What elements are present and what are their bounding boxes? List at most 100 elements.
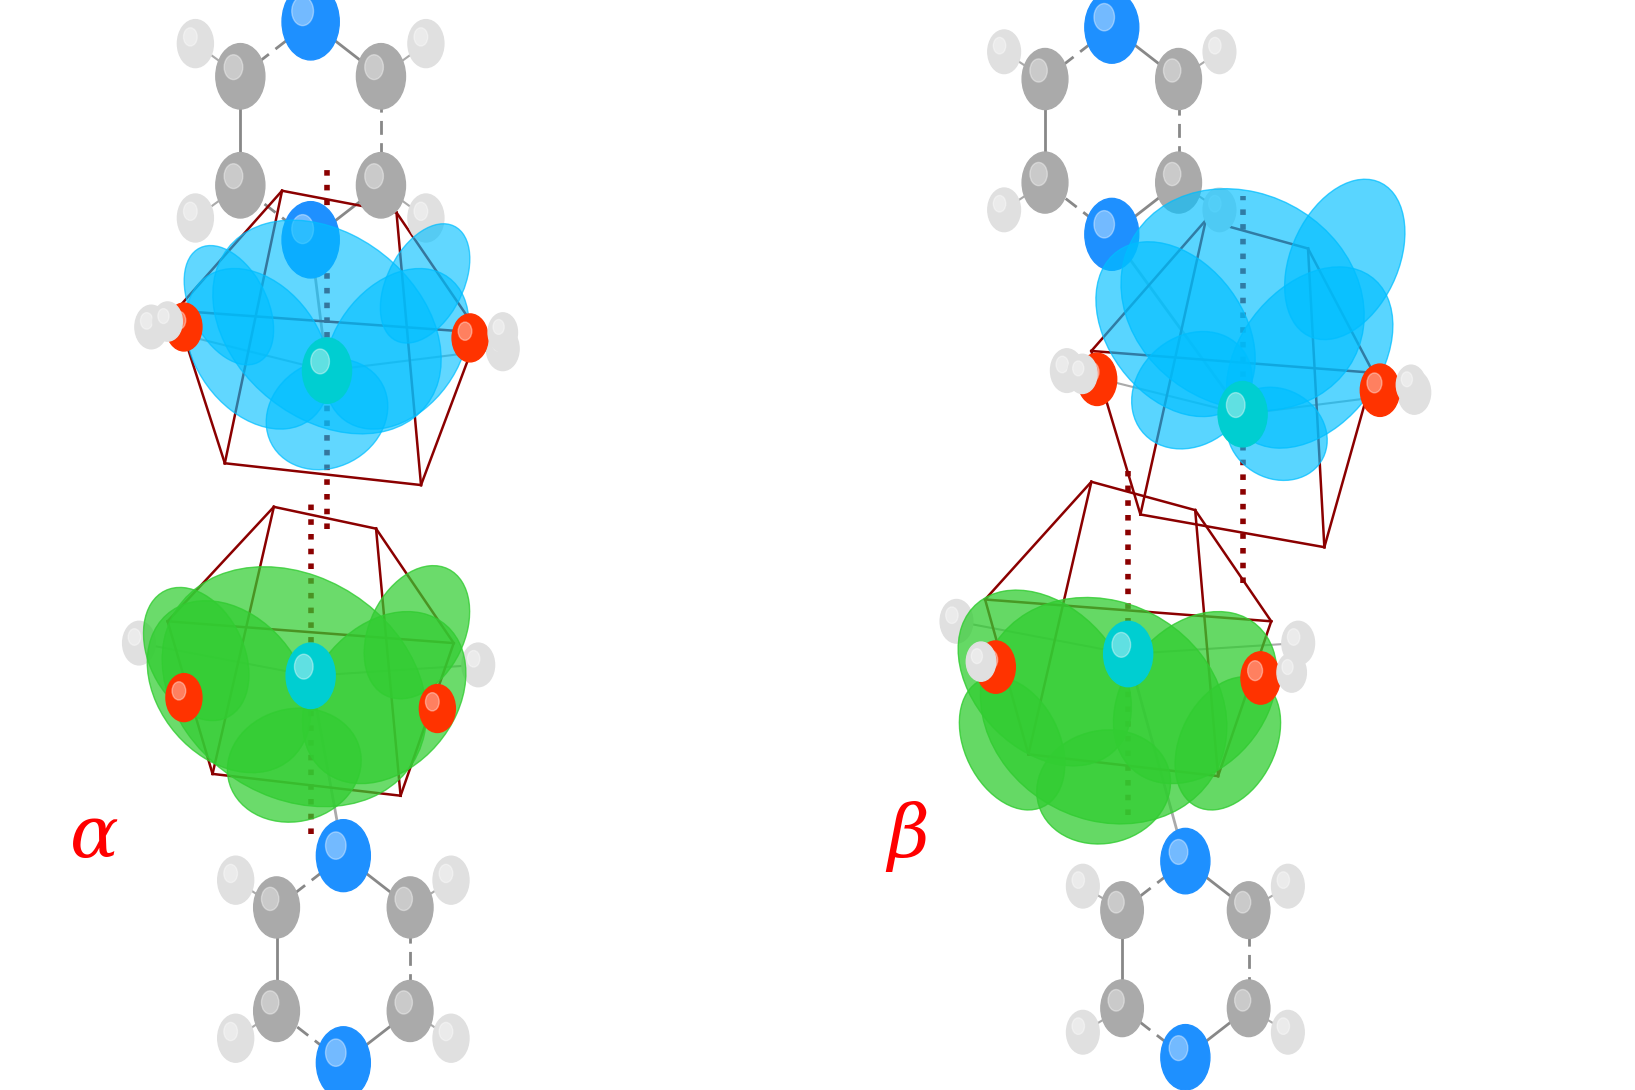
Circle shape [1094, 3, 1115, 31]
Circle shape [1156, 153, 1202, 214]
Ellipse shape [1113, 611, 1277, 784]
Circle shape [224, 54, 244, 80]
Circle shape [325, 832, 347, 859]
Circle shape [216, 44, 265, 109]
Circle shape [283, 0, 340, 60]
Ellipse shape [1131, 331, 1252, 449]
Circle shape [1282, 659, 1293, 675]
Circle shape [1277, 1018, 1290, 1034]
Circle shape [1234, 990, 1251, 1012]
Circle shape [1077, 353, 1117, 405]
Circle shape [425, 692, 440, 711]
Circle shape [141, 313, 154, 329]
Ellipse shape [1176, 677, 1280, 810]
Circle shape [1401, 372, 1413, 387]
Circle shape [136, 305, 168, 349]
Circle shape [387, 981, 433, 1042]
Circle shape [414, 27, 428, 46]
Circle shape [988, 31, 1020, 74]
Circle shape [1112, 632, 1131, 657]
Circle shape [463, 643, 495, 687]
Circle shape [1068, 354, 1097, 393]
Ellipse shape [1285, 179, 1404, 340]
Circle shape [1169, 839, 1189, 864]
Circle shape [1094, 210, 1115, 238]
Circle shape [409, 20, 445, 68]
Ellipse shape [1122, 189, 1364, 411]
Circle shape [409, 194, 445, 242]
Circle shape [262, 887, 280, 910]
Circle shape [1109, 990, 1125, 1012]
Circle shape [396, 887, 412, 910]
Circle shape [453, 314, 489, 362]
Ellipse shape [324, 268, 469, 429]
Circle shape [1277, 872, 1290, 888]
Circle shape [976, 641, 1015, 693]
Circle shape [1208, 195, 1221, 211]
Circle shape [1104, 621, 1153, 687]
Circle shape [1086, 0, 1138, 63]
Ellipse shape [1226, 387, 1328, 481]
Circle shape [167, 303, 203, 351]
Circle shape [291, 0, 314, 26]
Circle shape [971, 649, 983, 664]
Circle shape [1169, 1036, 1189, 1061]
Circle shape [123, 621, 155, 665]
Circle shape [1161, 828, 1210, 894]
Circle shape [1022, 153, 1068, 214]
Circle shape [1234, 892, 1251, 913]
Circle shape [396, 991, 412, 1014]
Circle shape [302, 338, 352, 403]
Circle shape [1277, 653, 1306, 692]
Circle shape [1056, 356, 1069, 373]
Ellipse shape [144, 588, 249, 720]
Circle shape [1066, 864, 1099, 908]
Circle shape [966, 642, 996, 681]
Circle shape [1084, 362, 1099, 381]
Ellipse shape [958, 590, 1131, 766]
Circle shape [468, 651, 481, 667]
Ellipse shape [981, 597, 1226, 824]
Circle shape [159, 308, 168, 324]
Circle shape [1203, 31, 1236, 74]
Circle shape [1100, 980, 1143, 1037]
Circle shape [1248, 661, 1262, 680]
Circle shape [217, 857, 253, 905]
Circle shape [1218, 382, 1267, 447]
Circle shape [1360, 364, 1400, 416]
Circle shape [1073, 872, 1084, 888]
Circle shape [940, 600, 973, 643]
Circle shape [994, 37, 1006, 54]
Circle shape [172, 311, 186, 329]
Circle shape [325, 1039, 347, 1066]
Circle shape [414, 202, 428, 220]
Circle shape [167, 674, 203, 722]
Circle shape [183, 27, 198, 46]
Circle shape [178, 194, 214, 242]
Circle shape [1208, 37, 1221, 54]
Text: α: α [70, 801, 118, 872]
Circle shape [994, 195, 1006, 211]
Circle shape [489, 313, 518, 352]
Circle shape [1156, 49, 1202, 110]
Circle shape [365, 164, 384, 189]
Circle shape [1282, 621, 1315, 665]
Ellipse shape [185, 268, 330, 429]
Circle shape [433, 1014, 469, 1062]
Circle shape [1228, 980, 1270, 1037]
Circle shape [311, 349, 330, 374]
Circle shape [983, 650, 997, 669]
Circle shape [283, 202, 340, 278]
Circle shape [1398, 371, 1431, 414]
Circle shape [1073, 361, 1084, 376]
Circle shape [1066, 1010, 1099, 1054]
Circle shape [183, 202, 198, 220]
Circle shape [433, 857, 469, 905]
Circle shape [291, 215, 314, 244]
Ellipse shape [1037, 730, 1171, 844]
Circle shape [1030, 162, 1048, 185]
Ellipse shape [267, 359, 387, 470]
Circle shape [1164, 59, 1180, 82]
Circle shape [294, 654, 314, 679]
Circle shape [178, 20, 214, 68]
